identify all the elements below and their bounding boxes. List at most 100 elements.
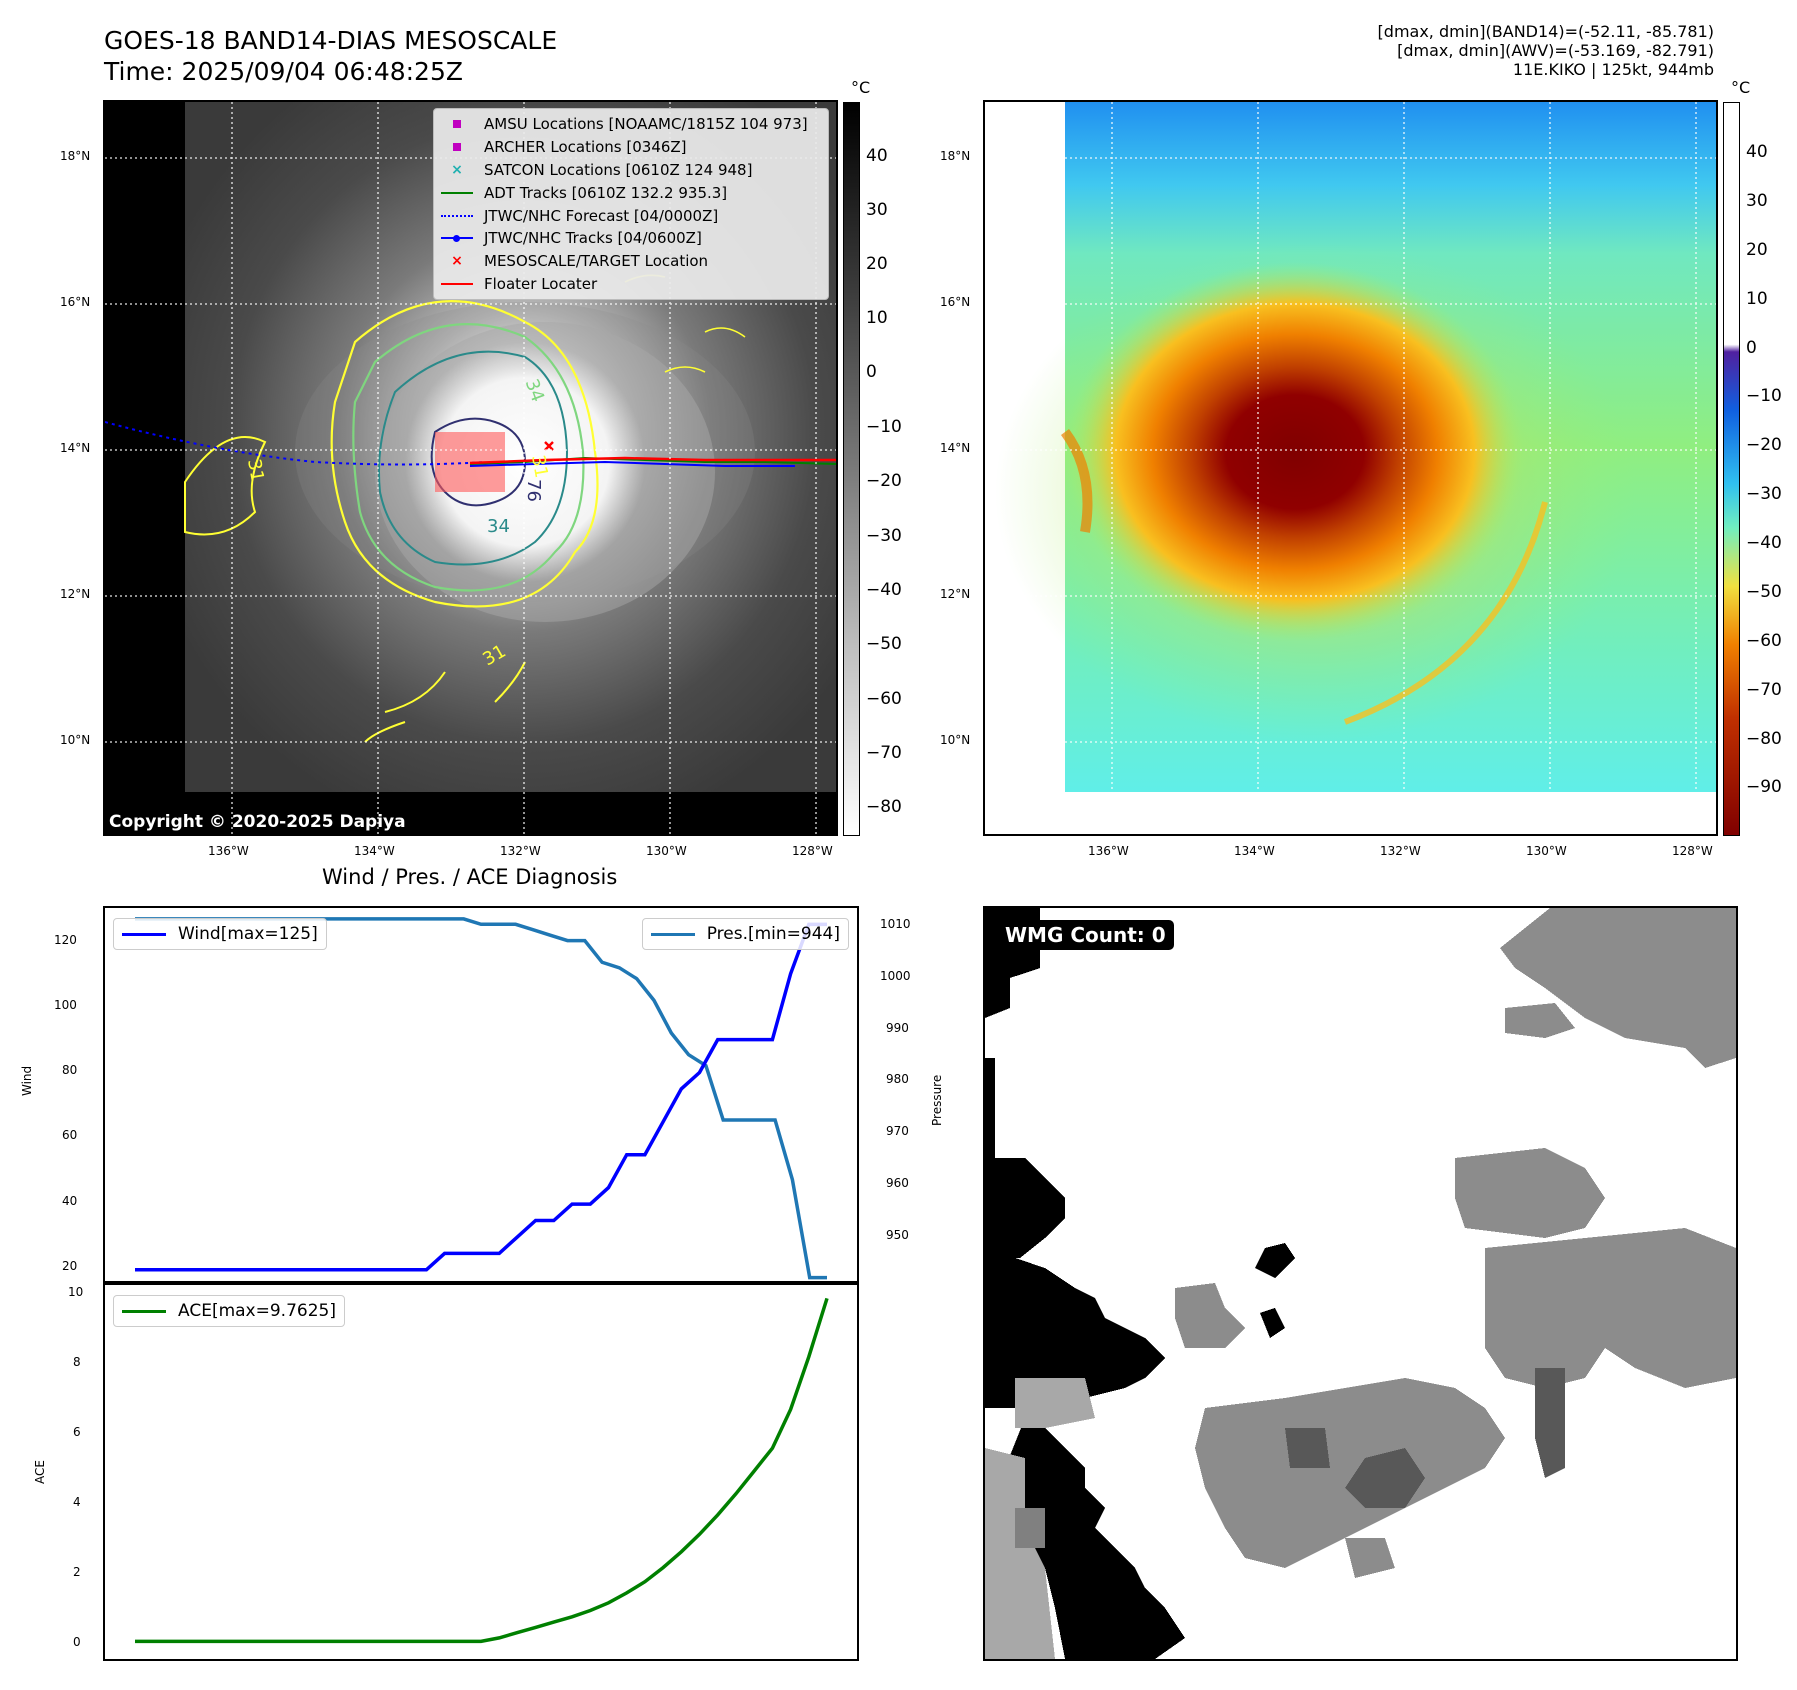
pressure-tick: 960: [886, 1176, 909, 1190]
figure-title-line1: GOES-18 BAND14-DIAS MESOSCALE: [104, 26, 558, 55]
lat-tick: 16°N: [60, 295, 91, 309]
lon-tick: 132°W: [500, 844, 541, 858]
lon-tick: 134°W: [1234, 844, 1275, 858]
copyright-notice: Copyright © 2020-2025 Dapiya: [109, 812, 406, 832]
ace-tick: 10: [68, 1285, 84, 1299]
awv-colorbar-tick: −90: [1746, 777, 1782, 797]
lon-tick: 130°W: [646, 844, 687, 858]
ir-colorbar-tick: −60: [866, 689, 902, 709]
awv-colorbar-tick: 0: [1746, 338, 1757, 358]
lon-tick: 128°W: [1672, 844, 1713, 858]
ir-colorbar-tick: −10: [866, 417, 902, 437]
ace-tick: 0: [73, 1635, 81, 1649]
ir-colorbar-tick: 0: [866, 362, 877, 382]
ir-legend: AMSU Locations [NOAAMC/1815Z 104 973] AR…: [433, 108, 829, 300]
lon-tick: 136°W: [1088, 844, 1129, 858]
ir-colorbar-tick: −30: [866, 526, 902, 546]
contour-label: 76: [522, 479, 544, 502]
lat-tick: 14°N: [60, 441, 91, 455]
ir-colorbar-tick: −50: [866, 634, 902, 654]
awv-colorbar-tick: −80: [1746, 729, 1782, 749]
ace-line-icon: [122, 1309, 166, 1313]
awv-colorbar-unit: °C: [1731, 78, 1751, 97]
wind-legend: Wind[max=125]: [113, 918, 327, 950]
legend-item-tracks: JTWC/NHC Tracks [04/0600Z]: [440, 227, 822, 250]
wind-tick: 60: [62, 1128, 78, 1142]
ace-panel: ACE[max=9.7625]: [103, 1281, 859, 1661]
line-dot-marker-icon: [440, 234, 474, 242]
wind-tick: 120: [54, 933, 77, 947]
legend-item-mesoscale: × MESOSCALE/TARGET Location: [440, 250, 822, 273]
lat-tick: 18°N: [940, 149, 971, 163]
ace-legend: ACE[max=9.7625]: [113, 1295, 345, 1327]
x-marker-icon: ×: [451, 253, 463, 270]
pressure-tick: 1000: [880, 969, 911, 983]
pressure-tick: 970: [886, 1124, 909, 1138]
legend-label: JTWC/NHC Tracks [04/0600Z]: [484, 229, 702, 248]
dotted-line-icon: [440, 214, 474, 217]
lat-tick: 14°N: [940, 441, 971, 455]
awv-colorbar-tick: 10: [1746, 289, 1768, 309]
ir-colorbar-tick: 40: [866, 146, 888, 166]
wind-legend-label: Wind[max=125]: [178, 924, 318, 944]
x-marker-icon: ×: [451, 161, 463, 178]
awv-colorbar-tick: −50: [1746, 582, 1782, 602]
ir-colorbar-unit: °C: [851, 78, 871, 97]
lat-tick: 10°N: [60, 733, 91, 747]
ir-colorbar-tick: −20: [866, 471, 902, 491]
legend-label: ARCHER Locations [0346Z]: [484, 138, 687, 157]
lat-tick: 12°N: [940, 587, 971, 601]
pressure-axis-label: Pressure: [930, 1074, 944, 1126]
ace-tick: 6: [73, 1425, 81, 1439]
wind-line-icon: [122, 932, 166, 936]
wind-tick: 100: [54, 998, 77, 1012]
pressure-tick: 990: [886, 1021, 909, 1035]
legend-item-floater: Floater Locater: [440, 273, 822, 296]
stats-storm: 11E.KIKO | 125kt, 944mb: [1512, 60, 1714, 79]
square-marker-icon: [440, 143, 474, 152]
ir-colorbar: [843, 102, 860, 836]
pressure-series-line: [135, 917, 827, 1280]
wmg-image: [985, 908, 1736, 1659]
contour-label: 31: [527, 453, 552, 480]
ace-axis-label: ACE: [33, 1460, 47, 1484]
awv-colorbar-tick: 30: [1746, 191, 1768, 211]
figure-title-line2: Time: 2025/09/04 06:48:25Z: [104, 57, 463, 86]
awv-colorbar-tick: 40: [1746, 142, 1768, 162]
stats-awv: [dmax, dmin](AWV)=(-53.169, -82.791): [1397, 41, 1714, 60]
pressure-tick: 950: [886, 1228, 909, 1242]
ir-colorbar-tick: −80: [866, 797, 902, 817]
legend-item-adt: ADT Tracks [0610Z 132.2 935.3]: [440, 181, 822, 204]
pressure-legend-label: Pres.[min=944]: [706, 924, 840, 944]
awv-colorbar: [1723, 102, 1740, 836]
awv-map-panel: [983, 100, 1718, 836]
wind-tick: 40: [62, 1194, 78, 1208]
wind-axis-label: Wind: [20, 1065, 34, 1096]
wind-series-line: [135, 922, 827, 1272]
contour-label: 34: [487, 516, 510, 537]
line-marker-icon: [440, 282, 474, 285]
legend-label: AMSU Locations [NOAAMC/1815Z 104 973]: [484, 115, 808, 134]
legend-label: JTWC/NHC Forecast [04/0000Z]: [484, 206, 719, 225]
awv-colorbar-tick: −40: [1746, 533, 1782, 553]
stats-band14: [dmax, dmin](BAND14)=(-52.11, -85.781): [1377, 22, 1714, 41]
legend-item-archer: ARCHER Locations [0346Z]: [440, 136, 822, 159]
legend-label: SATCON Locations [0610Z 124 948]: [484, 160, 753, 179]
awv-colorbar-tick: 20: [1746, 240, 1768, 260]
lat-tick: 18°N: [60, 149, 91, 163]
pressure-tick: 1010: [880, 917, 911, 931]
stats-block: [dmax, dmin](BAND14)=(-52.11, -85.781) […: [1114, 22, 1714, 79]
ir-colorbar-tick: 20: [866, 254, 888, 274]
lat-tick: 12°N: [60, 587, 91, 601]
legend-label: MESOSCALE/TARGET Location: [484, 252, 709, 271]
ir-colorbar-tick: −70: [866, 743, 902, 763]
ir-colorbar-tick: 30: [866, 200, 888, 220]
lon-tick: 128°W: [792, 844, 833, 858]
wmg-count-badge: WMG Count: 0: [997, 920, 1174, 950]
legend-label: ADT Tracks [0610Z 132.2 935.3]: [484, 183, 728, 202]
legend-item-satcon: × SATCON Locations [0610Z 124 948]: [440, 159, 822, 182]
lat-tick: 10°N: [940, 733, 971, 747]
legend-item-forecast: JTWC/NHC Forecast [04/0000Z]: [440, 204, 822, 227]
awv-colorbar-tick: −20: [1746, 435, 1782, 455]
wind-pres-panel: Wind[max=125] Pres.[min=944]: [103, 906, 859, 1285]
